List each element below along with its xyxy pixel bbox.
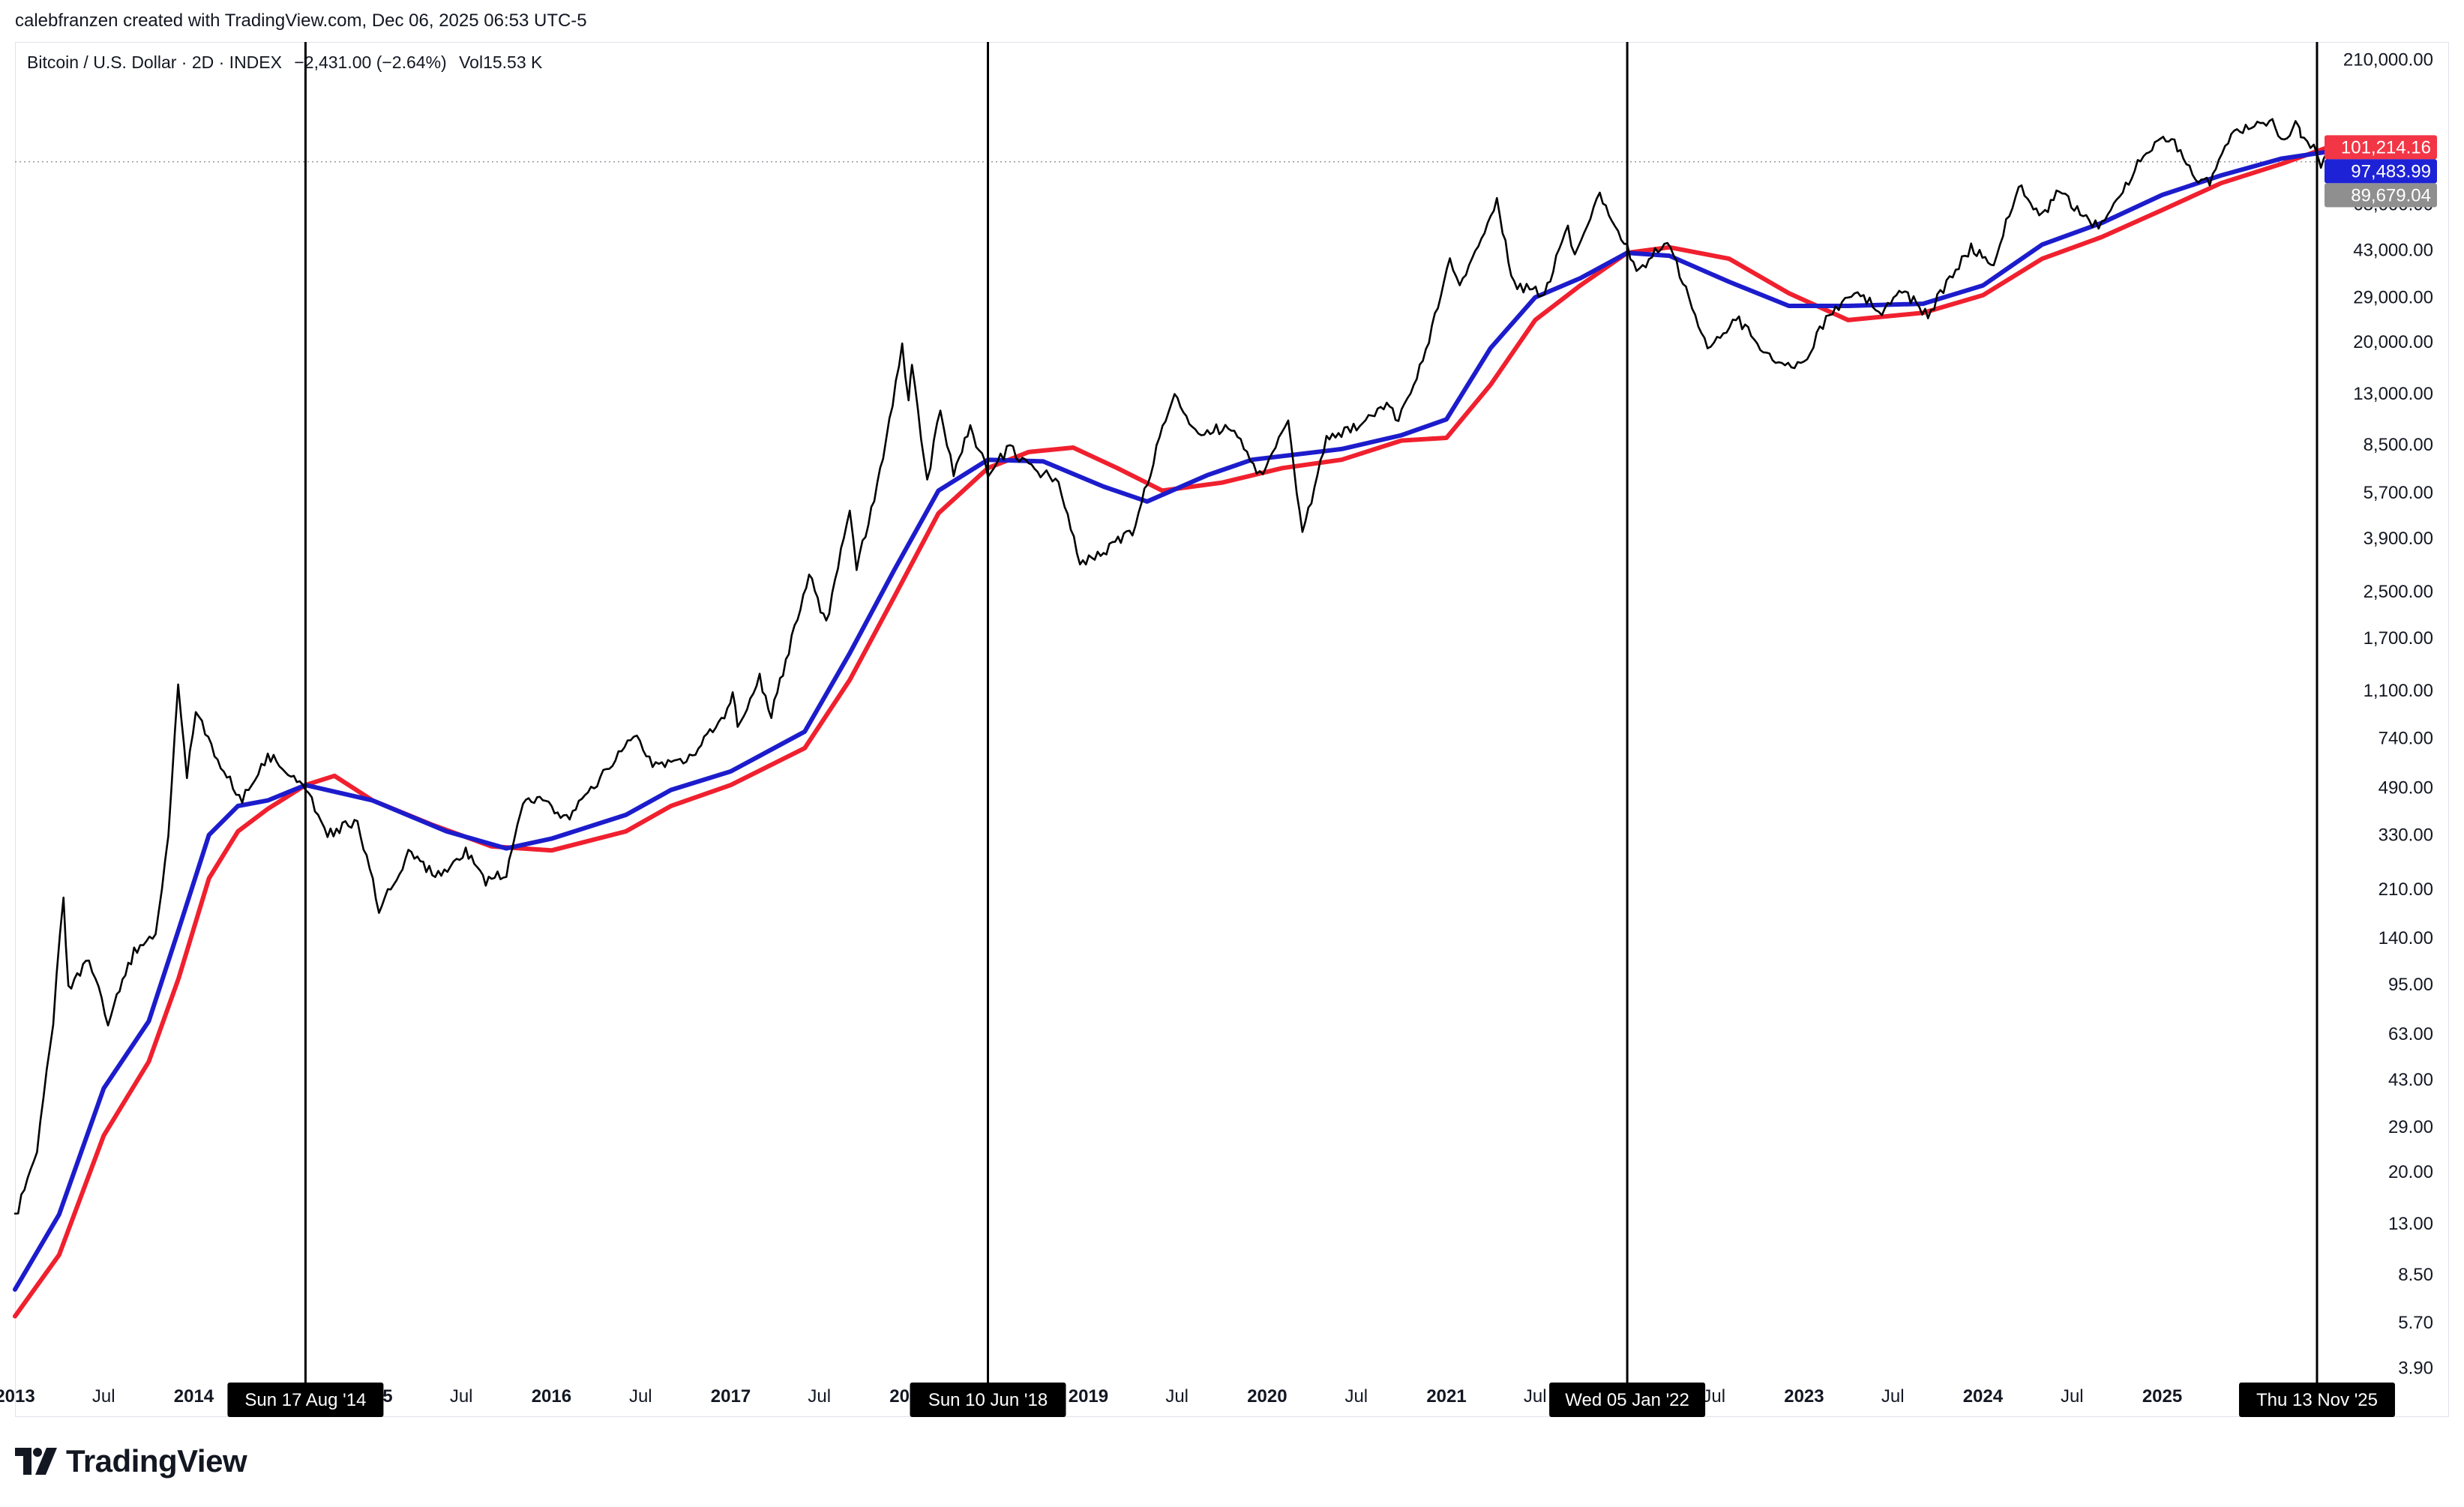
- marker-date-badge: [1549, 1383, 1706, 1417]
- y-tick-label: 490.00: [2379, 777, 2433, 798]
- chart-frame[interactable]: [15, 42, 2449, 1417]
- price-badge: [2325, 159, 2437, 184]
- y-tick-label: 20,000.00: [2353, 332, 2433, 352]
- y-tick-label: 3.90: [2398, 1359, 2433, 1379]
- x-tick-label: 2020: [1247, 1386, 1287, 1407]
- x-tick-label: 2024: [1963, 1386, 2004, 1407]
- x-tick-label: 2013: [0, 1386, 35, 1407]
- tradingview-brand[interactable]: TradingView: [15, 1443, 247, 1479]
- y-tick-label: 1,100.00: [2364, 681, 2433, 701]
- x-tick-label: Jul: [1524, 1386, 1547, 1407]
- y-tick-label: 29.00: [2388, 1117, 2433, 1137]
- y-tick-label: 140.00: [2379, 928, 2433, 948]
- price-chart[interactable]: 210,000.0063,000.0043,000.0029,000.0020,…: [0, 0, 2464, 1425]
- x-tick-label: 2019: [1069, 1386, 1108, 1407]
- marker-date-label: Thu 13 Nov '25: [2256, 1390, 2378, 1410]
- tradingview-logo-icon: [15, 1448, 57, 1475]
- y-tick-label: 13.00: [2388, 1214, 2433, 1234]
- x-tick-label: Jul: [1165, 1386, 1189, 1407]
- x-tick-label: 2025: [2142, 1386, 2182, 1407]
- x-tick-label: 2021: [1426, 1386, 1466, 1407]
- price-badge-label: 101,214.16: [2341, 137, 2431, 157]
- red-series-line: [13, 145, 2331, 1319]
- y-tick-label: 1,700.00: [2364, 628, 2433, 649]
- volume-value: 15.53 K: [483, 52, 543, 72]
- chart-attribution: calebfranzen created with TradingView.co…: [15, 10, 587, 31]
- symbol-legend: Bitcoin / U.S. Dollar · 2D · INDEX −2,43…: [27, 52, 550, 73]
- x-tick-label: Jul: [2061, 1386, 2084, 1407]
- price-badge-label: 89,679.04: [2351, 185, 2431, 205]
- x-tick-label: Jul: [1702, 1386, 1725, 1407]
- symbol-name[interactable]: Bitcoin / U.S. Dollar · 2D · INDEX: [27, 52, 282, 72]
- x-tick-label: Jul: [629, 1386, 652, 1407]
- y-tick-label: 2,500.00: [2364, 582, 2433, 602]
- price-series-line: [13, 118, 2330, 1215]
- marker-date-badge: [910, 1383, 1066, 1417]
- y-tick-label: 8.50: [2398, 1265, 2433, 1285]
- marker-date-label: Wed 05 Jan '22: [1565, 1390, 1689, 1410]
- y-tick-label: 5.70: [2398, 1313, 2433, 1333]
- price-badge: [2325, 183, 2437, 208]
- y-tick-label: 740.00: [2379, 728, 2433, 748]
- volume-label: Vol: [459, 52, 484, 72]
- x-tick-label: 2014: [174, 1386, 214, 1407]
- x-tick-label: Jul: [450, 1386, 473, 1407]
- y-tick-label: 63.00: [2388, 1024, 2433, 1044]
- y-tick-label: 29,000.00: [2353, 288, 2433, 308]
- marker-date-label: Sun 17 Aug '14: [244, 1390, 366, 1410]
- tradingview-wordmark: TradingView: [66, 1443, 247, 1479]
- y-tick-label: 5,700.00: [2364, 483, 2433, 503]
- y-tick-label: 210.00: [2379, 879, 2433, 900]
- y-tick-label: 95.00: [2388, 975, 2433, 995]
- marker-date-badge: [227, 1383, 384, 1417]
- x-tick-label: Jul: [1344, 1386, 1368, 1407]
- y-tick-label: 13,000.00: [2353, 384, 2433, 404]
- y-tick-label: 3,900.00: [2364, 529, 2433, 549]
- y-tick-label: 330.00: [2379, 825, 2433, 846]
- price-badge-label: 97,483.99: [2351, 161, 2431, 181]
- price-badge: [2325, 135, 2437, 160]
- marker-date-label: Sun 10 Jun '18: [928, 1390, 1048, 1410]
- x-tick-label: 2017: [711, 1386, 751, 1407]
- blue-series-line: [13, 149, 2331, 1292]
- marker-date-badge: [2238, 1383, 2395, 1417]
- x-tick-label: Jul: [92, 1386, 115, 1407]
- y-tick-label: 43.00: [2388, 1070, 2433, 1090]
- x-tick-label: 2016: [532, 1386, 571, 1407]
- y-tick-label: 8,500.00: [2364, 435, 2433, 455]
- x-tick-label: Jul: [1881, 1386, 1905, 1407]
- price-change: −2,431.00 (−2.64%): [294, 52, 447, 72]
- x-tick-label: 2023: [1784, 1386, 1824, 1407]
- y-tick-label: 43,000.00: [2353, 240, 2433, 260]
- y-tick-label: 210,000.00: [2343, 49, 2433, 70]
- x-tick-label: Jul: [808, 1386, 831, 1407]
- y-tick-label: 20.00: [2388, 1162, 2433, 1182]
